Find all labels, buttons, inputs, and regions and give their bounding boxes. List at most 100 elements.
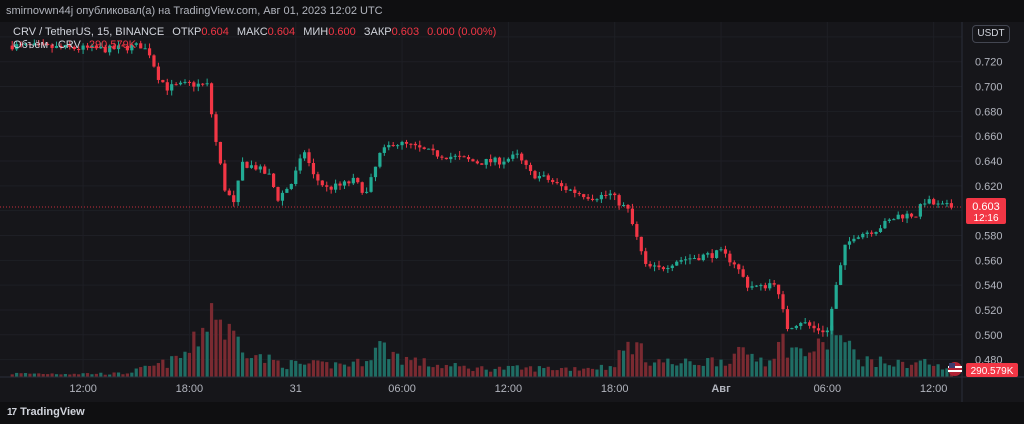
volume-bar — [249, 358, 254, 377]
candle-body — [768, 283, 772, 289]
candle-body — [108, 45, 112, 53]
price-countdown: 12:16 — [973, 213, 998, 224]
candle-body — [830, 308, 834, 331]
candle-body — [356, 177, 360, 183]
volume-bar — [444, 364, 448, 377]
volume-label[interactable]: Объём · CRV — [13, 39, 81, 51]
volume-bar — [165, 367, 169, 377]
candle-body — [382, 147, 386, 153]
volume-bar — [143, 365, 147, 377]
volume-bar — [391, 351, 395, 377]
candle-body — [480, 163, 484, 165]
candle-body — [409, 143, 413, 145]
candle-body — [582, 194, 586, 198]
volume-bar — [139, 367, 143, 377]
open-label: ОТКР — [172, 26, 202, 38]
currency-button[interactable]: USDT — [972, 25, 1010, 43]
chart-legend: CRV / TetherUS, 15, BINANCE ОТКР0.604 МА… — [13, 26, 496, 52]
candle-body — [710, 253, 714, 258]
candle-body — [143, 48, 147, 50]
candle-body — [294, 170, 298, 185]
volume-bars — [10, 303, 953, 377]
volume-bar — [37, 373, 41, 377]
candle-body — [896, 214, 900, 220]
candle-body — [741, 269, 745, 277]
volume-bar — [227, 323, 231, 377]
volume-bar — [515, 365, 519, 377]
candle-body — [435, 150, 440, 157]
candle-body — [506, 158, 510, 162]
volume-bar — [639, 343, 643, 377]
volume-bar — [311, 360, 316, 377]
candle-body — [803, 322, 807, 324]
candle-body — [657, 265, 661, 268]
candle-body — [139, 43, 143, 49]
candle-body — [23, 43, 28, 45]
volume-bar — [865, 356, 869, 377]
candle-body — [706, 253, 710, 255]
volume-bar — [781, 333, 785, 377]
volume-bar — [564, 367, 568, 377]
us-flag-icon — [948, 362, 962, 376]
volume-bar — [351, 361, 355, 377]
volume-bar — [537, 366, 541, 377]
volume-bar — [666, 358, 670, 377]
volume-bar — [218, 319, 223, 377]
chart-canvas[interactable]: 0.7400.7200.7000.6800.6600.6400.6200.600… — [0, 0, 1024, 402]
volume-bar — [542, 368, 546, 377]
x-tick-label: 06:00 — [814, 383, 842, 395]
candle-body — [861, 233, 865, 238]
candle-body — [232, 195, 236, 203]
candle-body — [178, 82, 183, 85]
volume-bar — [325, 362, 329, 377]
candle-body — [218, 141, 223, 164]
low-value: 0.600 — [328, 26, 356, 38]
volume-bar — [480, 366, 484, 377]
candle-body — [608, 193, 612, 196]
ohlc-row: CRV / TetherUS, 15, BINANCE ОТКР0.604 МА… — [13, 26, 496, 39]
candle-body — [249, 165, 254, 168]
volume-bar — [121, 374, 125, 377]
volume-bar — [830, 325, 834, 377]
candle-body — [595, 199, 599, 201]
candle-body — [458, 155, 462, 157]
candle-body — [267, 173, 271, 175]
volume-bar — [914, 362, 918, 377]
candle-body — [688, 258, 692, 260]
volume-bar — [870, 359, 874, 377]
candle-body — [564, 186, 568, 191]
volume-bar — [422, 358, 426, 377]
candle-body — [475, 161, 479, 164]
volume-bar — [861, 366, 865, 377]
volume-bar — [329, 368, 333, 377]
candle-body — [573, 189, 577, 193]
volume-bar — [178, 357, 183, 377]
y-tick-label: 0.520 — [975, 305, 1003, 317]
candle-body — [316, 174, 320, 181]
candle-body — [112, 45, 116, 50]
candle-body — [648, 263, 652, 267]
volume-bar — [63, 373, 67, 377]
grid-lines — [0, 22, 962, 377]
candle-body — [240, 161, 245, 181]
tradingview-logo[interactable]: 17 TradingView — [7, 405, 85, 419]
candle-body — [90, 45, 94, 48]
candle-body — [130, 44, 134, 51]
candle-body — [63, 45, 67, 48]
volume-bar — [772, 358, 776, 377]
time-axis[interactable]: 12:00 18:00 31 06:00 12:00 18:00 Авг 06:00 12:00 — [0, 376, 1024, 395]
candle-body — [334, 183, 338, 190]
candle-body — [546, 175, 550, 180]
volume-bar — [365, 361, 369, 377]
candle-body — [559, 183, 564, 187]
volume-bar — [10, 374, 14, 377]
candle-body — [94, 45, 98, 49]
candle-body — [245, 161, 249, 168]
volume-bar — [214, 319, 218, 377]
volume-bar — [85, 373, 90, 377]
candle-body — [134, 43, 138, 45]
symbol-label[interactable]: CRV / TetherUS, 15, BINANCE — [13, 26, 165, 38]
candle-body — [444, 157, 448, 160]
volume-bar — [205, 331, 209, 377]
